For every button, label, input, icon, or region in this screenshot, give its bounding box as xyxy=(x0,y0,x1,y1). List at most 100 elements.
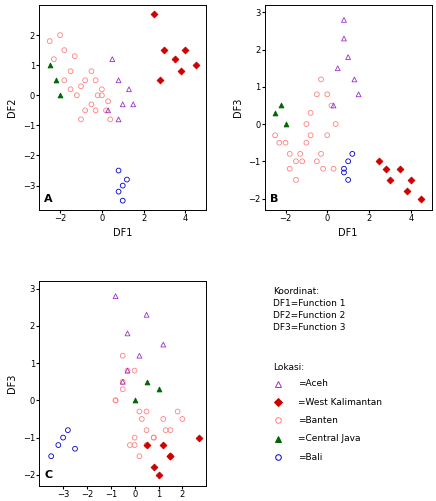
Point xyxy=(65,426,72,434)
Point xyxy=(119,385,126,393)
Point xyxy=(418,194,425,202)
Point xyxy=(351,76,358,84)
Point xyxy=(330,102,337,110)
Point xyxy=(115,187,122,195)
Point xyxy=(341,165,347,173)
Point xyxy=(276,139,283,147)
Point xyxy=(303,139,310,147)
Point xyxy=(126,85,133,93)
Point xyxy=(174,407,181,415)
Point xyxy=(320,165,327,173)
Point xyxy=(99,91,106,99)
Point xyxy=(150,433,157,441)
Point xyxy=(334,64,341,72)
Point xyxy=(293,157,300,165)
Point xyxy=(272,131,279,139)
Point xyxy=(307,109,314,117)
Point xyxy=(82,106,89,114)
Point xyxy=(324,90,331,98)
Point xyxy=(136,352,143,360)
Point xyxy=(192,61,199,69)
Point xyxy=(286,165,293,173)
Point xyxy=(386,176,393,184)
Point xyxy=(88,67,95,75)
Point xyxy=(376,157,383,165)
Point xyxy=(330,165,337,173)
Point xyxy=(57,31,64,39)
Point xyxy=(119,100,126,108)
Text: Koordinat:
DF1=Function 1
DF2=Function 2
DF3=Function 3: Koordinat: DF1=Function 1 DF2=Function 2… xyxy=(273,288,345,332)
Point xyxy=(160,341,167,349)
Point xyxy=(307,131,314,139)
Point xyxy=(345,157,352,165)
Point xyxy=(345,53,352,61)
Point xyxy=(48,452,54,460)
Text: =Central Java: =Central Java xyxy=(298,434,361,443)
Point xyxy=(345,176,352,184)
Text: =West Kalimantan: =West Kalimantan xyxy=(298,398,382,406)
Point xyxy=(143,378,150,386)
Point xyxy=(162,426,169,434)
Point xyxy=(102,106,109,114)
Point xyxy=(52,76,59,84)
Point xyxy=(112,396,119,404)
Point xyxy=(82,76,89,84)
Point xyxy=(72,445,78,453)
Point xyxy=(115,166,122,174)
Point xyxy=(349,150,356,158)
Point xyxy=(160,415,167,423)
Point xyxy=(105,106,112,114)
Point xyxy=(324,131,331,139)
Point xyxy=(136,407,143,415)
Point xyxy=(155,471,162,479)
Point xyxy=(157,76,164,84)
Point xyxy=(67,67,74,75)
Point xyxy=(126,441,133,449)
Point xyxy=(73,91,80,99)
Point xyxy=(99,85,106,93)
Point xyxy=(179,415,186,423)
Point xyxy=(341,35,347,43)
Point xyxy=(67,85,74,93)
Point xyxy=(94,91,101,99)
Point xyxy=(46,37,53,45)
Point xyxy=(119,352,126,360)
Y-axis label: DF3: DF3 xyxy=(7,374,17,393)
Point xyxy=(143,426,150,434)
Point xyxy=(341,16,347,24)
Point xyxy=(150,463,157,471)
Point xyxy=(112,396,119,404)
Point xyxy=(143,441,150,449)
Point xyxy=(109,55,116,63)
Point xyxy=(124,329,131,337)
Point xyxy=(355,90,362,98)
Point xyxy=(299,157,306,165)
Point xyxy=(105,97,112,105)
Point xyxy=(46,61,53,69)
Point xyxy=(112,292,119,300)
Point xyxy=(123,175,130,183)
Point xyxy=(178,67,185,75)
Text: B: B xyxy=(270,193,278,203)
Point xyxy=(124,367,131,375)
Point xyxy=(131,441,138,449)
X-axis label: DF1: DF1 xyxy=(113,228,133,238)
Y-axis label: DF3: DF3 xyxy=(233,98,243,117)
X-axis label: DF1: DF1 xyxy=(338,228,358,238)
Point xyxy=(119,378,126,386)
Point xyxy=(296,150,303,158)
Point xyxy=(61,76,68,84)
Text: C: C xyxy=(44,470,52,480)
Point xyxy=(131,433,138,441)
Point xyxy=(160,441,167,449)
Text: Lokasi:: Lokasi: xyxy=(273,363,304,372)
Point xyxy=(167,452,174,460)
Point xyxy=(55,441,62,449)
Point xyxy=(196,433,203,441)
Point xyxy=(282,120,289,128)
Point xyxy=(124,367,131,375)
Point xyxy=(407,176,414,184)
Y-axis label: DF2: DF2 xyxy=(7,98,17,117)
Point xyxy=(150,10,157,18)
Point xyxy=(328,102,335,110)
